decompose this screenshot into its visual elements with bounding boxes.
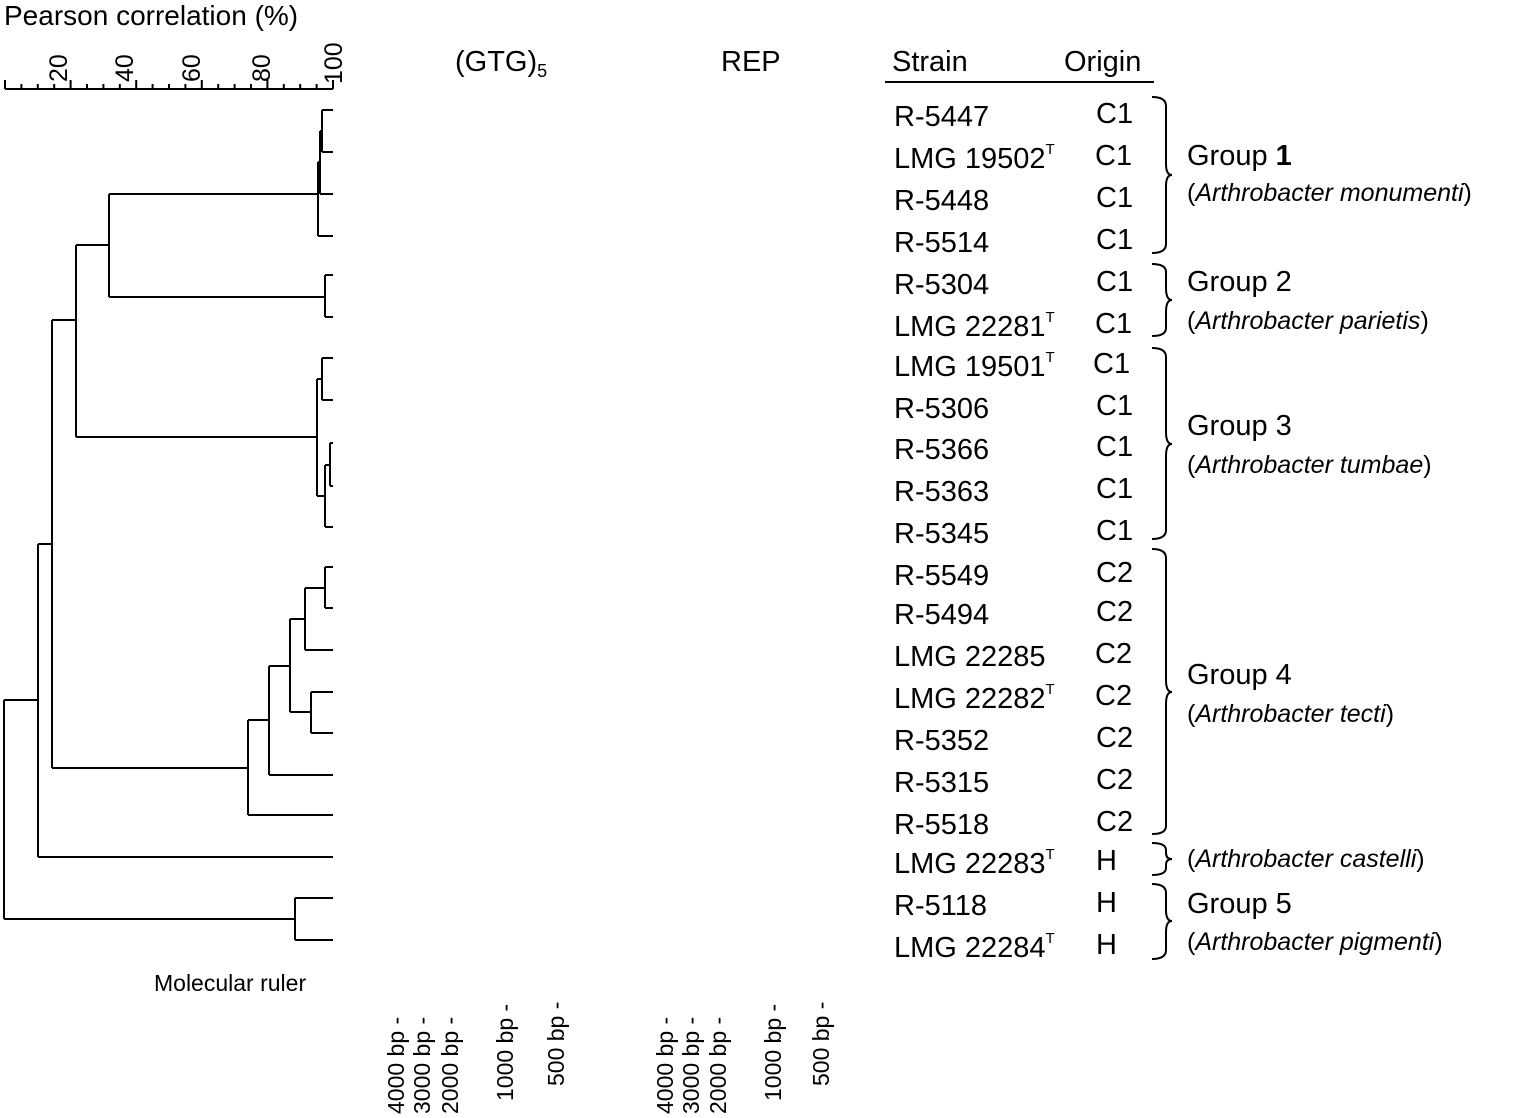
branch: [294, 897, 333, 941]
strain-name: LMG 22285: [894, 641, 1046, 673]
strain-origin: C1: [1095, 308, 1133, 340]
branch: [324, 274, 333, 318]
branch: [329, 442, 333, 487]
group-2-bracket: [1151, 263, 1173, 337]
branch: [108, 193, 325, 298]
branch: [321, 357, 333, 401]
branch: [317, 161, 333, 237]
strain-name: LMG 22283T: [894, 846, 1055, 880]
gtg5-column-header: (GTG)5: [455, 46, 548, 81]
strain-name: R-5352: [894, 725, 990, 757]
branch: [3, 699, 295, 920]
group-3-bracket: [1151, 347, 1173, 540]
strain-origin: C2: [1096, 764, 1134, 796]
branch: [268, 665, 333, 776]
group-5-label: Group 5: [1187, 888, 1292, 920]
strain-origin: C1: [1095, 140, 1133, 172]
group-5-species: (Arthrobacter pigmenti): [1187, 928, 1443, 956]
strain-origin: H: [1096, 845, 1117, 877]
strain-origin: C2: [1096, 806, 1134, 838]
strain-origin: C1: [1096, 266, 1134, 298]
rep-marker-4000bp: 4000 bp -: [652, 1016, 678, 1114]
branch: [51, 319, 248, 769]
molecular-ruler-label: Molecular ruler: [154, 970, 307, 996]
branch: [324, 566, 333, 609]
strain-origin: C2: [1095, 638, 1133, 670]
strain-origin: C1: [1096, 431, 1134, 463]
group-1-species: (Arthrobacter monumenti): [1187, 179, 1472, 207]
strain-name: LMG 22284T: [894, 930, 1055, 964]
strain-origin: C2: [1095, 680, 1133, 712]
group-2-species: (Arthrobacter parietis): [1187, 307, 1429, 335]
strain-origin: C1: [1096, 473, 1134, 505]
gtg5-marker-500bp: 500 bp -: [543, 1001, 569, 1086]
gtg5-marker-3000bp: 3000 bp -: [409, 1016, 435, 1114]
scale-title: Pearson correlation (%): [4, 0, 299, 31]
strain-origin: C1: [1096, 224, 1134, 256]
strain-origin: C1: [1096, 390, 1134, 422]
strain-name: R-5494: [894, 599, 990, 631]
strain-origin: C1: [1093, 348, 1131, 380]
strain-name: R-5366: [894, 434, 990, 466]
strain-name: LMG 19502T: [894, 141, 1055, 175]
branch: [75, 244, 317, 438]
strain-origin: C2: [1096, 596, 1134, 628]
group-4-label: Group 4: [1187, 659, 1292, 691]
strain-origin: C1: [1096, 98, 1134, 130]
strain-name: R-5448: [894, 185, 990, 217]
branch: [37, 543, 333, 858]
strain-origin: C1: [1096, 182, 1134, 214]
strain-origin: C1: [1096, 515, 1134, 547]
strain-origin: H: [1096, 929, 1117, 961]
strain-origin: C2: [1096, 722, 1134, 754]
gtg5-marker-2000bp: 2000 bp -: [437, 1016, 463, 1114]
group-4-bracket: [1151, 548, 1173, 835]
group-3-label: Group 3: [1187, 410, 1292, 442]
rep-marker-3000bp: 3000 bp -: [678, 1016, 704, 1114]
strain-origin: H: [1096, 887, 1117, 919]
branch: [289, 618, 311, 713]
scale-minor-ticks: [4, 80, 334, 89]
branch: [247, 719, 333, 816]
strain-name: R-5514: [894, 227, 990, 259]
rep-marker-2000bp: 2000 bp -: [705, 1016, 731, 1114]
strain-origin: C2: [1096, 557, 1134, 589]
strain-name: R-5518: [894, 809, 990, 841]
rep-marker-500bp: 500 bp -: [808, 1001, 834, 1086]
strain-name: LMG 22282T: [894, 681, 1055, 715]
castelli-species: (Arthrobacter castelli): [1187, 845, 1425, 873]
strain-name: R-5304: [894, 269, 990, 301]
strain-name: R-5363: [894, 476, 990, 508]
strain-column-header: Strain: [892, 46, 968, 78]
castelli-bracket: [1151, 842, 1173, 876]
group-2-label: Group 2: [1187, 266, 1292, 298]
group-1-label: Group 1: [1187, 140, 1292, 172]
strain-name: R-5306: [894, 393, 990, 425]
gtg5-marker-1000bp: 1000 bp -: [492, 1003, 518, 1101]
gtg5-marker-4000bp: 4000 bp -: [383, 1016, 409, 1114]
strain-name: R-5345: [894, 518, 990, 550]
group-3-species: (Arthrobacter tumbae): [1187, 451, 1432, 479]
strain-name: R-5118: [894, 890, 987, 922]
origin-column-header: Origin: [1064, 46, 1142, 78]
group-1-bracket: [1151, 96, 1173, 254]
strain-name: LMG 22281T: [894, 309, 1055, 343]
strain-name: LMG 19501T: [894, 349, 1055, 383]
strain-name: R-5315: [894, 767, 990, 799]
branch: [310, 691, 333, 734]
rep-marker-1000bp: 1000 bp -: [760, 1003, 786, 1101]
branch: [321, 109, 333, 153]
branch: [304, 587, 333, 651]
strain-name: R-5447: [894, 101, 990, 133]
rep-column-header: REP: [721, 46, 781, 78]
group-4-species: (Arthrobacter tecti): [1187, 700, 1395, 728]
group-5-bracket: [1151, 883, 1173, 960]
strain-name: R-5549: [894, 560, 990, 592]
